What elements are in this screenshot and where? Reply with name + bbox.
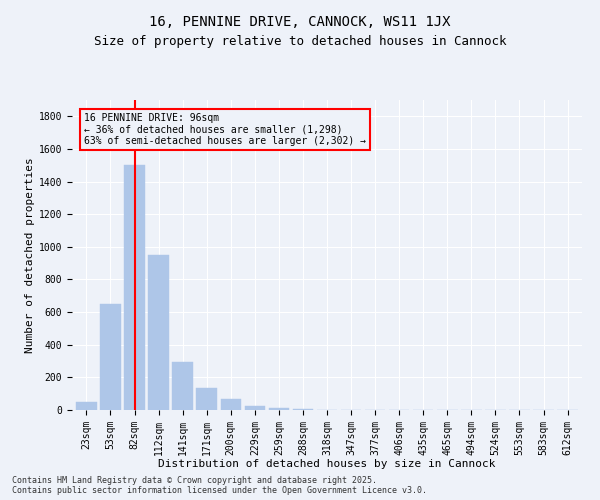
Bar <box>245 406 265 410</box>
Bar <box>124 166 145 410</box>
Text: 16 PENNINE DRIVE: 96sqm
← 36% of detached houses are smaller (1,298)
63% of semi: 16 PENNINE DRIVE: 96sqm ← 36% of detache… <box>84 113 366 146</box>
Bar <box>148 255 169 410</box>
Text: Size of property relative to detached houses in Cannock: Size of property relative to detached ho… <box>94 35 506 48</box>
Bar <box>269 408 289 410</box>
Bar <box>76 402 97 410</box>
Bar <box>196 388 217 410</box>
X-axis label: Distribution of detached houses by size in Cannock: Distribution of detached houses by size … <box>158 459 496 469</box>
Bar <box>221 400 241 410</box>
Bar <box>100 304 121 410</box>
Bar <box>293 409 313 410</box>
Text: 16, PENNINE DRIVE, CANNOCK, WS11 1JX: 16, PENNINE DRIVE, CANNOCK, WS11 1JX <box>149 15 451 29</box>
Text: Contains HM Land Registry data © Crown copyright and database right 2025.
Contai: Contains HM Land Registry data © Crown c… <box>12 476 427 495</box>
Bar <box>172 362 193 410</box>
Y-axis label: Number of detached properties: Number of detached properties <box>25 157 35 353</box>
